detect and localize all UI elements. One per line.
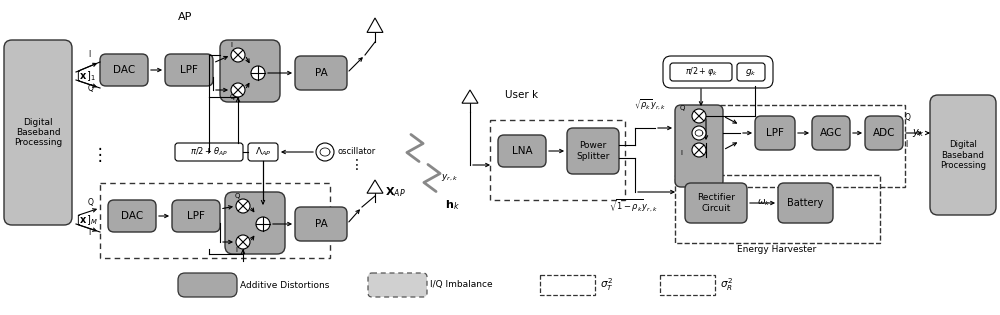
Text: Additive Distortions: Additive Distortions [240, 280, 329, 289]
Text: Digital
Baseband
Processing: Digital Baseband Processing [940, 140, 986, 170]
FancyBboxPatch shape [4, 40, 72, 225]
Polygon shape [462, 90, 478, 103]
Bar [675, 175, 880, 243]
Text: ADC: ADC [873, 128, 895, 138]
FancyBboxPatch shape [220, 40, 280, 102]
Text: LPF: LPF [187, 211, 205, 221]
Text: $\sigma_T^2$: $\sigma_T^2$ [600, 277, 613, 293]
Text: User k: User k [505, 90, 539, 100]
Text: Q: Q [88, 84, 94, 93]
Text: I/Q Imbalance: I/Q Imbalance [430, 280, 493, 289]
Text: PA: PA [315, 219, 327, 229]
Text: $[\mathbf{x}]_M$: $[\mathbf{x}]_M$ [76, 213, 98, 227]
Text: I: I [230, 42, 232, 48]
Text: oscillator: oscillator [337, 147, 375, 157]
Text: $\Lambda_{AP}$: $\Lambda_{AP}$ [255, 146, 271, 158]
Text: ⋮: ⋮ [92, 146, 108, 164]
Text: $\omega_k$: $\omega_k$ [757, 198, 771, 208]
Text: I: I [680, 150, 682, 156]
FancyBboxPatch shape [225, 192, 285, 254]
Circle shape [236, 235, 250, 249]
FancyBboxPatch shape [778, 183, 833, 223]
Circle shape [236, 199, 250, 213]
Text: ⋮: ⋮ [350, 158, 364, 172]
FancyBboxPatch shape [685, 183, 747, 223]
Text: $\pi/2+\varphi_k$: $\pi/2+\varphi_k$ [685, 66, 717, 78]
Text: $\mathbf{X}_{AP}$: $\mathbf{X}_{AP}$ [385, 185, 405, 199]
Circle shape [692, 126, 706, 140]
FancyBboxPatch shape [368, 273, 427, 297]
Text: LNA: LNA [512, 146, 532, 156]
Text: AP: AP [178, 12, 192, 22]
Text: Q: Q [88, 198, 94, 207]
Bar [720, 105, 905, 187]
Text: $\sqrt{\rho_k}y_{r,k}$: $\sqrt{\rho_k}y_{r,k}$ [634, 98, 666, 112]
Circle shape [316, 143, 334, 161]
FancyBboxPatch shape [100, 54, 148, 86]
FancyBboxPatch shape [248, 143, 278, 161]
Text: LPF: LPF [766, 128, 784, 138]
Text: DAC: DAC [121, 211, 143, 221]
FancyBboxPatch shape [108, 200, 156, 232]
Text: LPF: LPF [180, 65, 198, 75]
Bar [100, 183, 330, 258]
FancyBboxPatch shape [567, 128, 619, 174]
Text: I: I [905, 140, 907, 149]
Text: I: I [88, 228, 90, 237]
Text: Rectifier
Circuit: Rectifier Circuit [697, 193, 735, 213]
Text: Battery: Battery [787, 198, 824, 208]
Text: I: I [235, 247, 237, 253]
Text: $g_k$: $g_k$ [745, 66, 757, 77]
Text: $\sqrt{1-\rho_k}y_{r,k}$: $\sqrt{1-\rho_k}y_{r,k}$ [609, 198, 657, 214]
Circle shape [231, 48, 245, 62]
FancyBboxPatch shape [675, 105, 723, 187]
Text: Q: Q [905, 113, 911, 122]
Circle shape [231, 83, 245, 97]
FancyBboxPatch shape [737, 63, 765, 81]
Text: $[\mathbf{x}]_1$: $[\mathbf{x}]_1$ [76, 69, 96, 83]
FancyBboxPatch shape [930, 95, 996, 215]
Text: PA: PA [315, 68, 327, 78]
Text: $\mathbf{h}_k$: $\mathbf{h}_k$ [445, 198, 460, 212]
Bar [490, 120, 625, 200]
FancyBboxPatch shape [295, 207, 347, 241]
Bar [540, 275, 595, 295]
Bar [660, 275, 715, 295]
Text: AGC: AGC [820, 128, 842, 138]
Text: Digital
Baseband
Processing: Digital Baseband Processing [14, 117, 62, 147]
Text: I: I [88, 50, 90, 59]
FancyBboxPatch shape [865, 116, 903, 150]
Text: Power
Splitter: Power Splitter [576, 141, 610, 161]
Circle shape [251, 66, 265, 80]
FancyBboxPatch shape [812, 116, 850, 150]
Circle shape [692, 143, 706, 157]
Circle shape [692, 109, 706, 123]
FancyBboxPatch shape [165, 54, 213, 86]
Text: $y_k$: $y_k$ [912, 127, 924, 139]
Text: $\pi/2+\theta_{AP}$: $\pi/2+\theta_{AP}$ [190, 146, 228, 158]
FancyBboxPatch shape [670, 63, 732, 81]
Circle shape [256, 217, 270, 231]
Text: Energy Harvester: Energy Harvester [737, 245, 817, 254]
Text: Q: Q [235, 193, 240, 199]
FancyBboxPatch shape [755, 116, 795, 150]
FancyBboxPatch shape [295, 56, 347, 90]
FancyBboxPatch shape [172, 200, 220, 232]
Text: Q: Q [680, 105, 685, 111]
Text: $\sigma_R^2$: $\sigma_R^2$ [720, 277, 733, 293]
Text: Q: Q [230, 94, 235, 100]
FancyBboxPatch shape [178, 273, 237, 297]
Text: $y_{r,k}$: $y_{r,k}$ [441, 173, 458, 183]
FancyBboxPatch shape [175, 143, 243, 161]
Polygon shape [367, 180, 383, 193]
FancyBboxPatch shape [498, 135, 546, 167]
Text: DAC: DAC [113, 65, 135, 75]
Polygon shape [367, 18, 383, 32]
